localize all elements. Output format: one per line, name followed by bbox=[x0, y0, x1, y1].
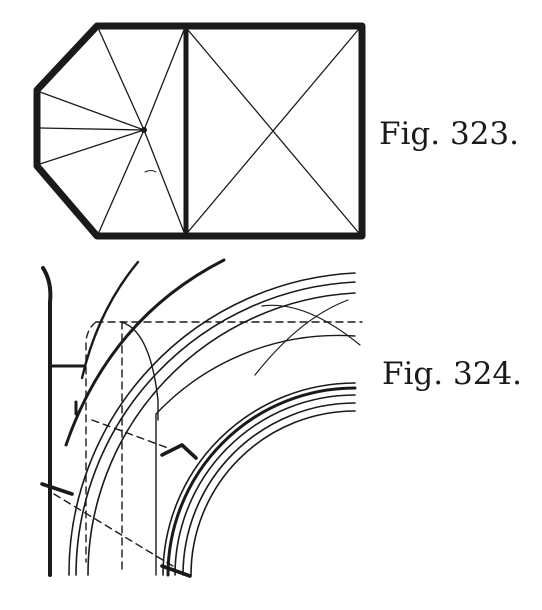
fig-324-wall-rib bbox=[64, 258, 226, 447]
fig-324-wall-rib bbox=[80, 260, 140, 380]
fig-324-rib-arc bbox=[75, 281, 356, 576]
fig-323-apse-rib bbox=[143, 29, 185, 131]
fig-323-caption: Fig. 323. bbox=[379, 116, 519, 152]
fig-323-apse-rib bbox=[39, 91, 145, 131]
fig-323-apse-rib bbox=[98, 129, 145, 233]
fig-324-arch-arc bbox=[182, 402, 356, 576]
fig-323-ridge-rib bbox=[39, 127, 145, 131]
fig-323-apse-rib bbox=[143, 129, 185, 233]
fig-324-caption: Fig. 324. bbox=[382, 356, 522, 392]
fig-324-joint bbox=[160, 564, 192, 578]
fig-324-dashed-lines bbox=[53, 321, 363, 573]
fig-324-drawing bbox=[40, 258, 363, 578]
fig-324-construction-arc bbox=[261, 304, 361, 346]
fig-324-construction-arc bbox=[254, 299, 349, 376]
fig-323-apse-rib bbox=[39, 129, 145, 165]
fig-324-arch-arc bbox=[162, 382, 356, 576]
fig-324-joint bbox=[160, 443, 198, 460]
fig-323-boss bbox=[141, 127, 147, 133]
fig-323-apse-rib bbox=[98, 29, 145, 131]
fig-324-arch-arc bbox=[166, 386, 357, 577]
fig-323-outline bbox=[33, 22, 366, 240]
fig-324-curve bbox=[120, 321, 159, 421]
fig-324-rib-arc bbox=[87, 292, 356, 576]
fig-324-wall-line bbox=[41, 266, 53, 577]
fig-323-mark bbox=[144, 170, 157, 173]
fig-323-diagonal-rib bbox=[187, 29, 359, 233]
fig-324-arch-arc bbox=[174, 394, 356, 576]
fig-324-arch-arc bbox=[190, 410, 356, 576]
fig-324-rib-arc bbox=[68, 272, 356, 576]
fig-324-cell-arc bbox=[155, 334, 356, 576]
fig-323-drawing bbox=[33, 22, 366, 240]
fig-324-joint bbox=[40, 482, 74, 496]
